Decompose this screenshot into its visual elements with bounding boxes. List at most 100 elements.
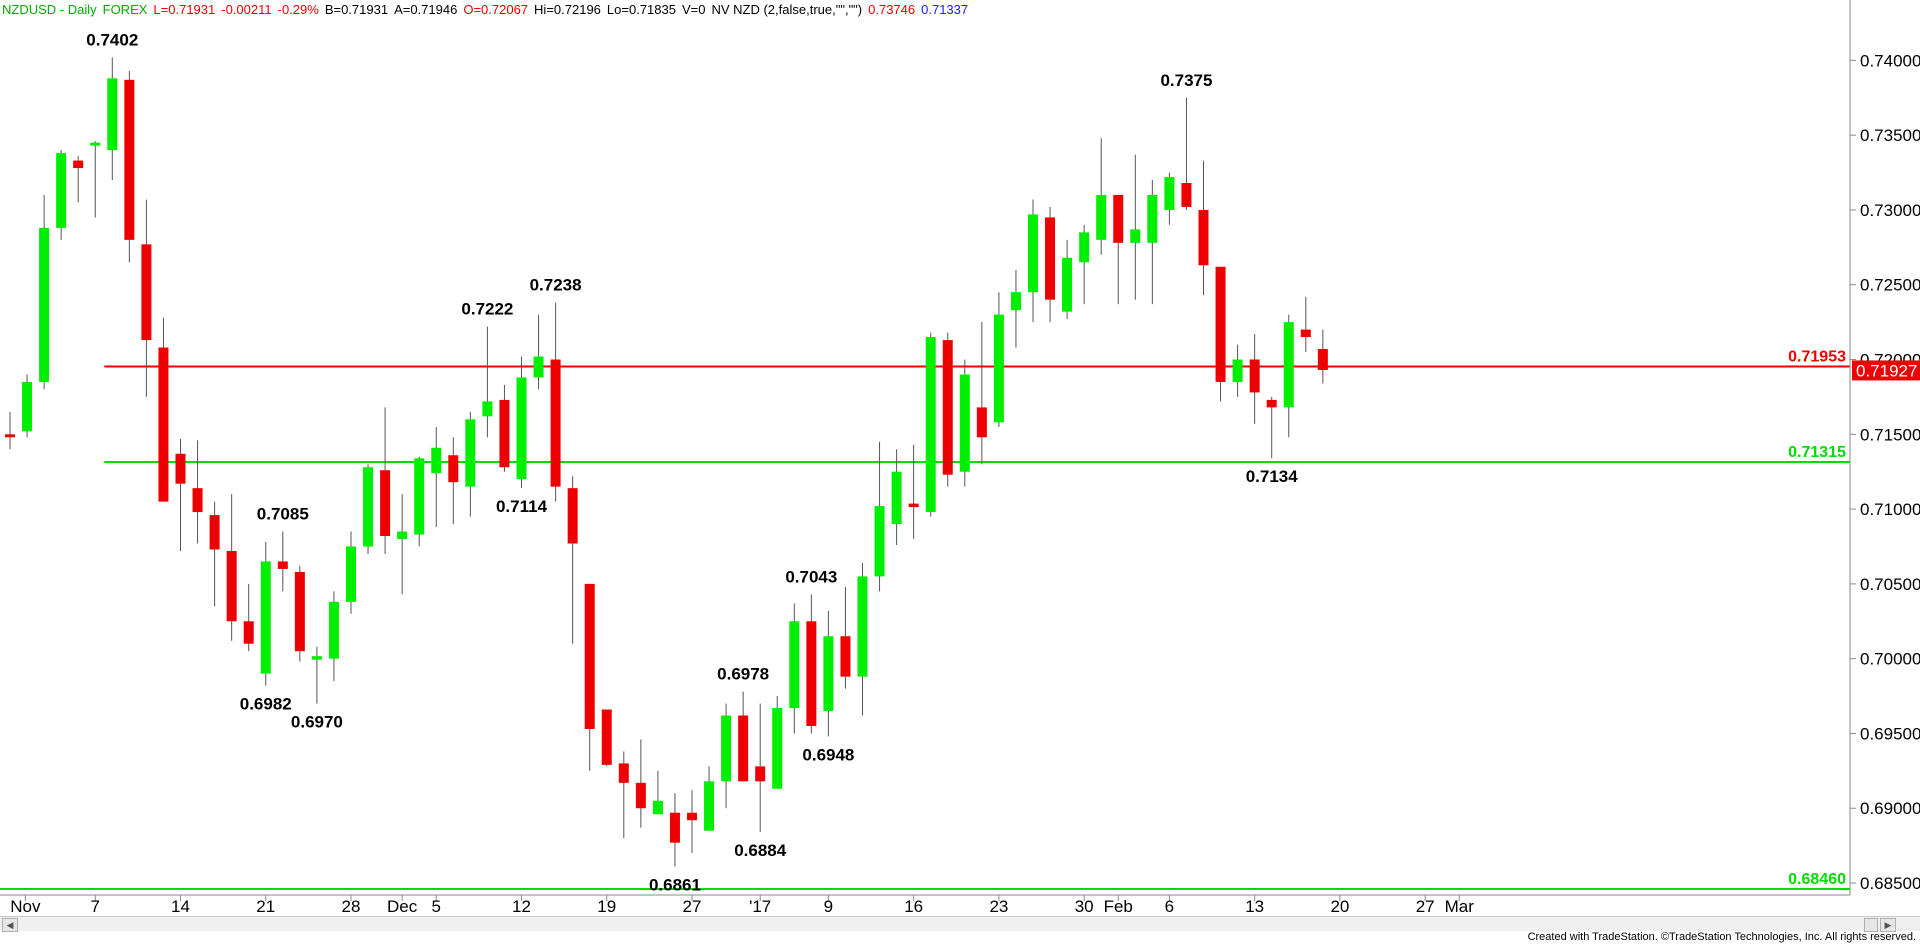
- x-tick-label: 27: [1416, 897, 1435, 916]
- x-tick-label: Feb: [1104, 897, 1133, 916]
- candle-body: [90, 142, 101, 146]
- candle-body: [687, 812, 697, 821]
- y-tick-label: 0.73000: [1860, 201, 1920, 220]
- candle: [22, 374, 33, 438]
- x-tick-label: 28: [342, 897, 361, 916]
- line-price-label: 0.71315: [1788, 444, 1846, 461]
- candle: [107, 57, 118, 181]
- candle-body: [1198, 209, 1209, 266]
- candle-body: [1181, 183, 1192, 207]
- candle: [1079, 224, 1090, 305]
- candle: [976, 322, 987, 465]
- candle: [328, 591, 339, 682]
- candle-body: [959, 374, 970, 472]
- price-annotation: 0.7222: [461, 300, 513, 319]
- last-price-badge: [1852, 360, 1920, 381]
- candle-body: [22, 381, 33, 432]
- candle-body: [175, 453, 186, 484]
- candle: [857, 562, 868, 716]
- candle: [840, 586, 851, 689]
- candle-body: [891, 471, 902, 525]
- candle-body: [601, 709, 612, 765]
- candle: [533, 314, 544, 390]
- price-annotation: 0.7402: [86, 30, 138, 49]
- candle: [755, 703, 766, 833]
- price-annotation: 0.6970: [291, 713, 343, 732]
- x-tick-label: 16: [904, 897, 923, 916]
- x-tick-label: Dec: [387, 897, 418, 916]
- candle-body: [516, 377, 527, 480]
- candle-body: [584, 583, 595, 729]
- price-annotation: 0.7134: [1246, 467, 1299, 486]
- candle-body: [414, 458, 425, 535]
- candle-body: [363, 467, 374, 547]
- candle: [1062, 239, 1073, 320]
- x-tick-label: Mar: [1445, 897, 1475, 916]
- chart-header: NZDUSD - Daily FOREX L=0.71931 -0.00211 -0.2…: [2, 2, 974, 17]
- candle-body: [806, 621, 817, 726]
- candle-body: [1232, 359, 1243, 382]
- y-tick-label: 0.72500: [1860, 276, 1920, 295]
- candle-body: [1215, 266, 1226, 382]
- horizontal-scrollbar[interactable]: ◀ ▶: [0, 916, 1920, 932]
- x-tick-label: 30: [1075, 897, 1094, 916]
- candle: [499, 384, 510, 472]
- candle-body: [669, 812, 680, 843]
- candle-body: [1028, 214, 1038, 293]
- candle: [601, 709, 612, 767]
- candle-body: [73, 160, 84, 169]
- scroll-right-button[interactable]: ▶: [1880, 918, 1896, 932]
- candle: [209, 501, 220, 607]
- candle: [380, 407, 391, 554]
- y-tick-label: 0.69500: [1860, 724, 1920, 743]
- scroll-left-button[interactable]: ◀: [2, 918, 18, 932]
- x-tick-label: 7: [91, 897, 100, 916]
- candle-body: [1147, 194, 1158, 243]
- candle: [448, 437, 459, 525]
- candle: [874, 441, 885, 592]
- candle: [1096, 138, 1107, 255]
- candle: [226, 494, 237, 641]
- candle: [1147, 180, 1158, 305]
- candle-body: [823, 636, 834, 712]
- line-price-label: 0.68460: [1788, 871, 1846, 888]
- candle: [618, 751, 629, 839]
- candle-body: [277, 561, 288, 569]
- price-annotation: 0.6861: [649, 876, 701, 895]
- candle: [1113, 194, 1124, 305]
- candle: [482, 326, 493, 438]
- candle-body: [465, 419, 476, 487]
- candle-body: [789, 621, 800, 709]
- candle-body: [56, 153, 67, 228]
- y-tick-label: 0.68500: [1860, 874, 1920, 893]
- candle-body: [1062, 257, 1073, 312]
- candle-body: [141, 244, 152, 341]
- x-tick-label: 21: [256, 897, 275, 916]
- candle: [73, 156, 84, 203]
- price-annotation: 0.7043: [785, 567, 837, 586]
- candle: [567, 476, 578, 644]
- candle: [908, 444, 919, 540]
- candle-body: [1096, 194, 1107, 240]
- candle: [311, 646, 322, 704]
- candle-body: [976, 407, 987, 438]
- x-tick-label: 5: [432, 897, 441, 916]
- candle-body: [124, 79, 135, 240]
- candle: [363, 464, 374, 554]
- candle-body: [226, 550, 237, 622]
- candle: [346, 531, 356, 614]
- candle-body: [482, 401, 493, 417]
- candle: [158, 317, 169, 502]
- x-tick-label: 23: [989, 897, 1008, 916]
- volume-value: V=0: [681, 2, 706, 17]
- candle-body: [652, 800, 663, 815]
- x-tick-label: '17: [749, 897, 771, 916]
- y-tick-label: 0.71500: [1860, 425, 1920, 444]
- candle-body: [158, 347, 169, 502]
- candle: [1317, 329, 1328, 384]
- candle: [959, 359, 970, 487]
- candle-body: [1130, 229, 1141, 243]
- candle: [584, 583, 595, 771]
- zoom-button[interactable]: [1864, 918, 1878, 932]
